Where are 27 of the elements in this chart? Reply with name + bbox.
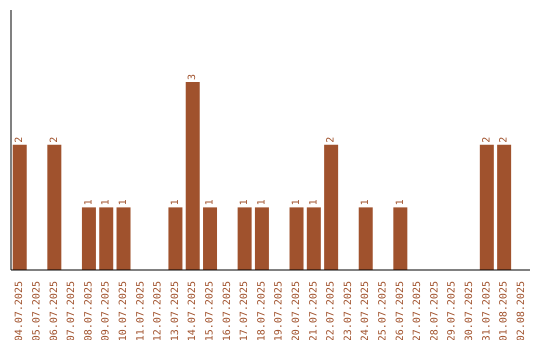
x-tick-label: 11.07.2025 xyxy=(135,281,146,340)
x-tick-label: 17.07.2025 xyxy=(239,281,250,340)
data-label: 1 xyxy=(170,199,181,206)
x-tick-label: 19.07.2025 xyxy=(274,281,285,340)
data-label: 1 xyxy=(239,199,250,206)
x-tick-label: 14.07.2025 xyxy=(187,281,198,340)
x-tick-label: 16.07.2025 xyxy=(222,281,233,340)
data-label: 2 xyxy=(14,136,26,143)
data-label: 1 xyxy=(83,199,94,206)
data-label: 2 xyxy=(481,136,492,143)
data-label: 1 xyxy=(308,199,320,206)
x-tick-label: 18.07.2025 xyxy=(256,281,268,340)
data-label: 2 xyxy=(498,136,510,143)
data-label: 3 xyxy=(187,74,198,80)
data-label: 1 xyxy=(291,199,302,206)
x-tick-label: 12.07.2025 xyxy=(152,281,164,340)
x-tick-label: 13.07.2025 xyxy=(170,281,181,340)
data-label: 1 xyxy=(394,199,406,206)
data-label: 2 xyxy=(48,136,60,143)
data-label: 1 xyxy=(118,199,130,206)
data-label: 1 xyxy=(100,199,112,206)
data-label: 1 xyxy=(256,199,268,206)
x-tick-label: 15.07.2025 xyxy=(204,281,216,340)
data-label: 1 xyxy=(204,199,216,206)
data-label: 1 xyxy=(360,199,372,206)
x-tick-label: 10.07.2025 xyxy=(118,281,129,340)
data-label: 2 xyxy=(326,136,337,143)
